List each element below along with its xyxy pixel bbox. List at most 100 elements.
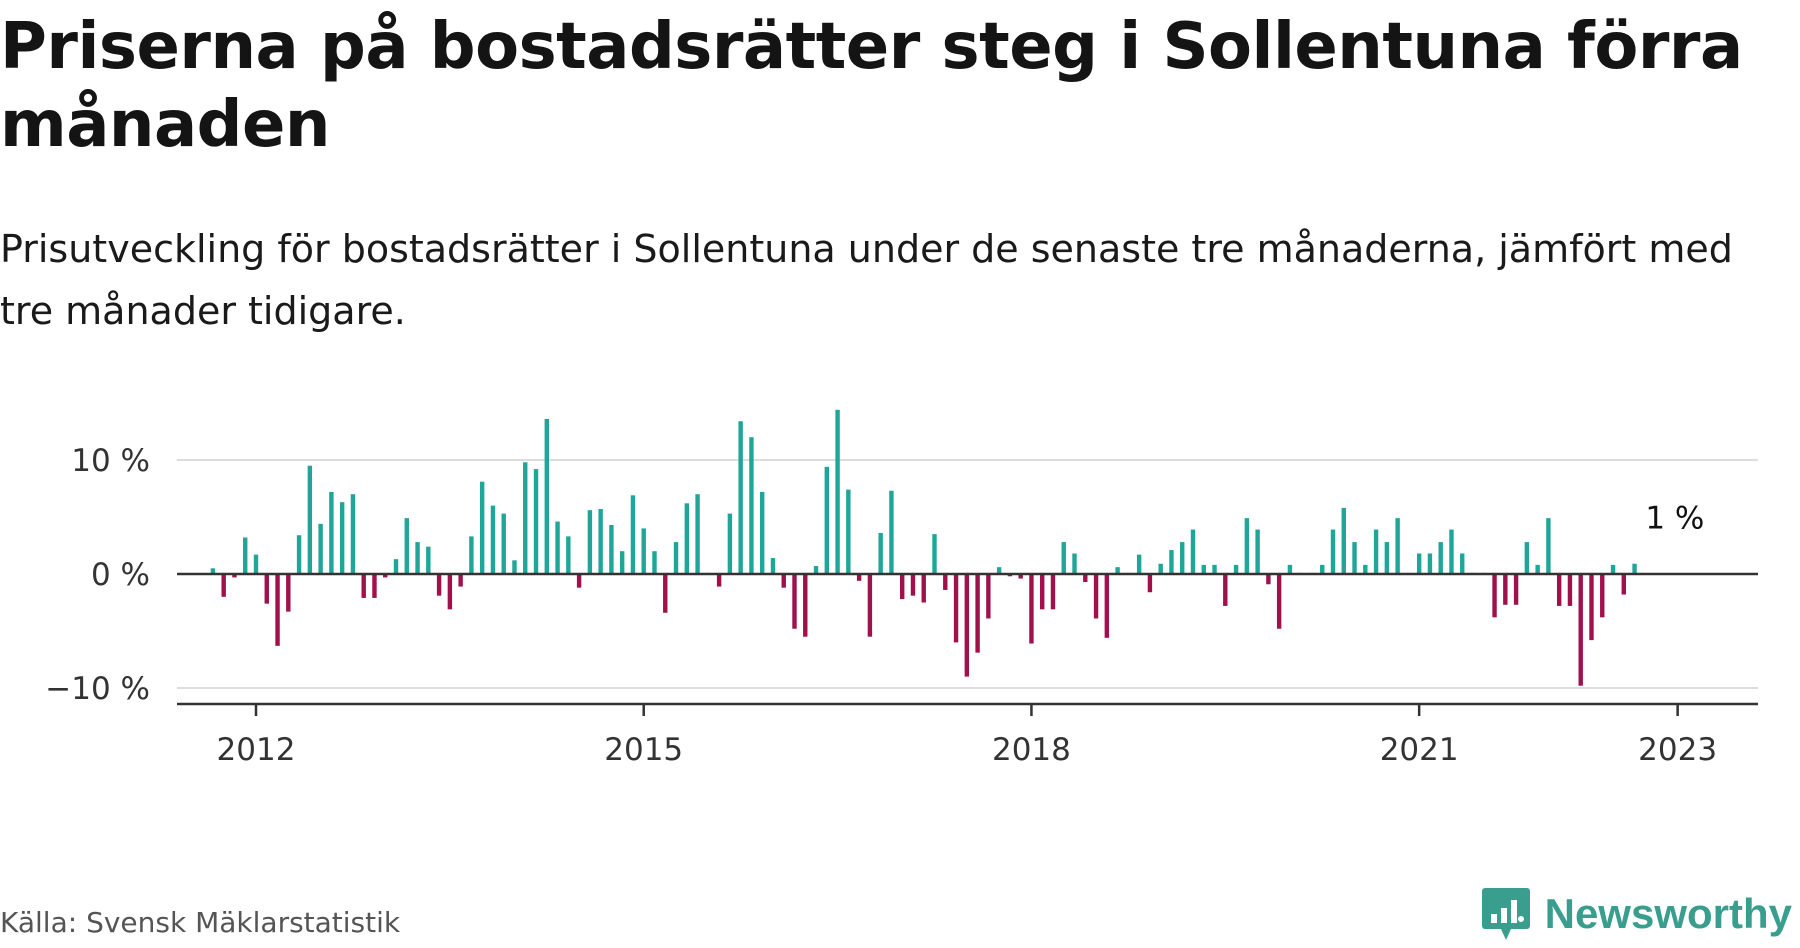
bar: [339, 502, 345, 574]
bar: [1352, 542, 1357, 574]
bar: [232, 574, 237, 578]
bar: [727, 513, 733, 574]
bar: [243, 537, 248, 574]
bar: [361, 574, 366, 598]
bar: [479, 481, 485, 574]
bar: [1556, 574, 1562, 606]
bar: [1395, 518, 1400, 574]
grid-lines: [177, 459, 1758, 689]
bar: [1492, 574, 1497, 618]
bar: [576, 574, 582, 588]
bar: [943, 574, 948, 590]
bar: [803, 574, 808, 637]
bar-chart: 10 % 0 % −10 % 2012 2015 2018 2021 2023 1 %: [45, 409, 1758, 768]
bar: [609, 524, 614, 574]
bar: [1147, 574, 1153, 593]
bar: [447, 574, 453, 610]
bar: [1093, 574, 1099, 619]
bar: [932, 534, 937, 574]
bar: [824, 466, 830, 574]
bar: [1255, 529, 1260, 574]
bar: [318, 523, 323, 574]
bar: [630, 495, 636, 574]
bar: [253, 554, 259, 574]
bar: [1083, 574, 1088, 582]
bar: [1266, 574, 1271, 585]
bar: [372, 574, 377, 598]
bar: [953, 574, 959, 643]
bar: [1621, 574, 1626, 595]
bar: [770, 558, 776, 574]
bar: [964, 574, 970, 677]
bar: [695, 494, 700, 574]
bar: [1546, 518, 1551, 574]
bar: [383, 574, 388, 578]
bar: [544, 418, 549, 574]
bar: [652, 551, 657, 574]
chart-title: Priserna på bostadsrätter steg i Sollent…: [0, 10, 1743, 162]
bar: [1600, 574, 1605, 618]
bar: [1061, 542, 1066, 574]
bar: [1427, 553, 1433, 574]
bar: [986, 574, 991, 619]
bar: [1233, 564, 1239, 574]
bar: [415, 542, 420, 574]
bar: [404, 518, 409, 574]
bar: [426, 546, 431, 574]
bar: [1115, 567, 1120, 574]
bar: [1104, 574, 1110, 638]
axis-labels: 10 % 0 % −10 % 2012 2015 2018 2021 2023 1 %: [45, 443, 1717, 768]
bar: [921, 574, 926, 603]
x-tick-label: 2018: [992, 732, 1071, 768]
bar: [264, 574, 269, 604]
bar: [759, 491, 765, 574]
bar: [286, 574, 291, 612]
bar: [792, 574, 797, 629]
bar: [1072, 553, 1077, 574]
x-tick-label: 2012: [217, 732, 296, 768]
bar: [436, 574, 442, 596]
bar: [1513, 574, 1519, 605]
bar: [469, 536, 474, 574]
bar: [393, 559, 399, 574]
bar: [910, 574, 916, 596]
bar: [1384, 542, 1390, 574]
bar: [1201, 564, 1206, 574]
bar: [501, 513, 506, 574]
bar: [210, 568, 216, 574]
bar: [350, 494, 356, 574]
y-tick-label: −10 %: [45, 671, 150, 707]
bar: [738, 421, 743, 574]
bar: [889, 490, 894, 574]
bar: [1363, 564, 1368, 574]
bar: [566, 536, 571, 574]
bar: [619, 551, 625, 574]
bar: [1180, 542, 1185, 574]
bar: [1567, 574, 1573, 606]
bar: [878, 532, 883, 574]
bar: [1373, 529, 1379, 574]
bar: [1276, 574, 1282, 629]
bar: [598, 509, 603, 574]
bar: [813, 566, 819, 574]
bar: [1029, 574, 1034, 644]
bar: [329, 491, 334, 574]
bar: [1578, 574, 1583, 686]
bar-series: [210, 409, 1637, 686]
bar: [1330, 529, 1336, 574]
bar: [523, 462, 528, 574]
bar: [1438, 542, 1443, 574]
bar: [673, 542, 679, 574]
bar: [1460, 553, 1465, 574]
bar: [663, 574, 668, 613]
bar: [716, 574, 722, 587]
bar: [1341, 507, 1346, 574]
bar: [1287, 564, 1293, 574]
bar: [587, 510, 593, 574]
bar: [1320, 564, 1325, 574]
x-tick-label: 2015: [604, 732, 683, 768]
source-note: Källa: Svensk Mäklarstatistik: [0, 906, 401, 939]
bar: [1158, 563, 1163, 574]
bar: [1050, 574, 1056, 610]
x-tick-label: 2021: [1380, 732, 1459, 768]
